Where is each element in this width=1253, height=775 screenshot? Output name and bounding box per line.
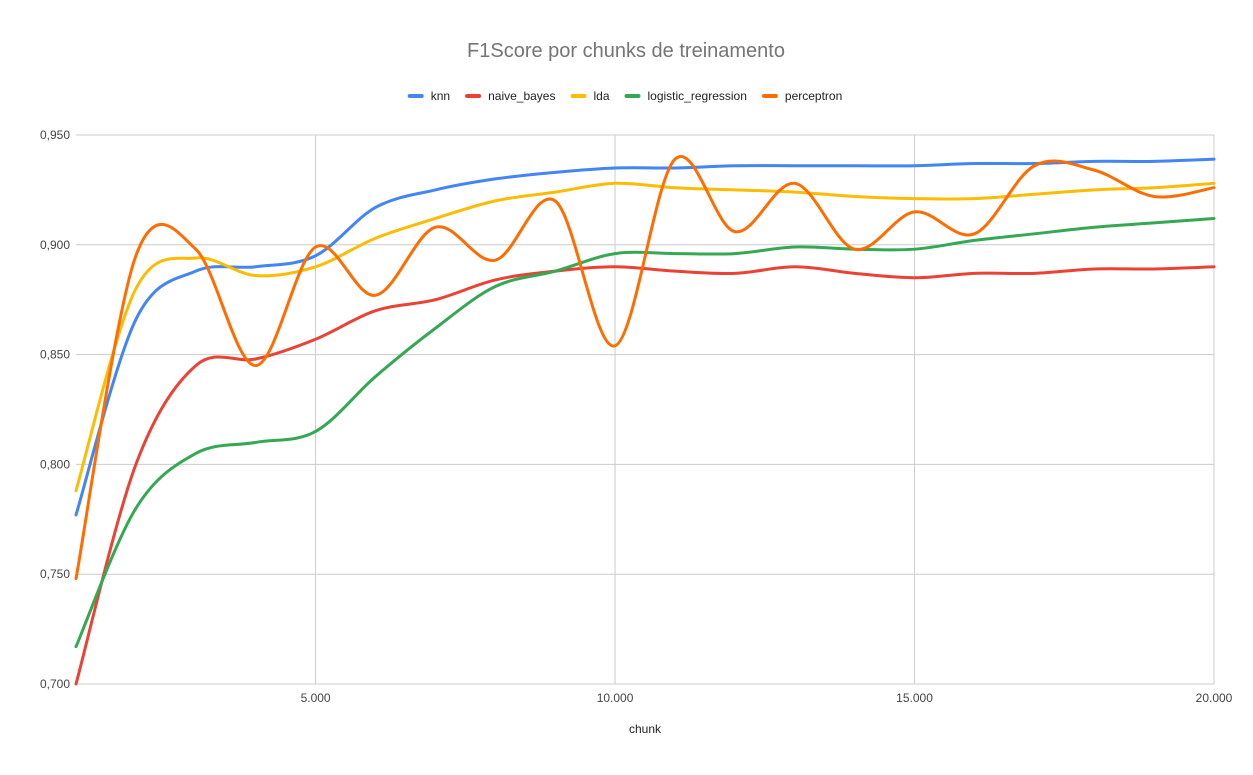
y-tick-label: 0,750 xyxy=(40,567,70,581)
legend-label: knn xyxy=(431,89,450,103)
y-tick-label: 0,900 xyxy=(40,238,70,252)
legend-label: perceptron xyxy=(785,89,842,103)
x-axis-ticks: 5.000 10.000 15.000 20.000 xyxy=(301,691,1233,705)
x-tick-label: 15.000 xyxy=(896,691,933,705)
y-tick-label: 0,700 xyxy=(40,677,70,691)
legend: knn naive_bayes lda logistic_regression perc… xyxy=(407,89,842,103)
y-tick-label: 0,950 xyxy=(40,128,70,142)
legend-item-naive-bayes: naive_bayes xyxy=(465,89,555,103)
series-line-naive-bayes xyxy=(74,265,1216,686)
legend-item-logistic-regression: logistic_regression xyxy=(624,89,747,103)
y-tick-label: 0,850 xyxy=(40,348,70,362)
x-gridlines xyxy=(315,135,1215,684)
series-line-lda xyxy=(74,181,1216,493)
x-tick-label: 5.000 xyxy=(301,691,331,705)
chart-title: F1Score por chunks de treinamento xyxy=(467,40,785,62)
series-line-knn xyxy=(74,157,1216,517)
series-line-perceptron xyxy=(74,155,1216,581)
legend-label: lda xyxy=(593,89,609,103)
legend-item-perceptron: perceptron xyxy=(761,89,842,103)
y-gridlines xyxy=(76,134,1214,685)
y-axis-ticks: 0,700 0,750 0,800 0,850 0,900 0,950 xyxy=(40,128,70,691)
x-tick-label: 20.000 xyxy=(1196,691,1233,705)
legend-item-lda: lda xyxy=(570,89,610,103)
x-tick-label: 10.000 xyxy=(597,691,634,705)
legend-label: logistic_regression xyxy=(648,89,747,103)
series-lines xyxy=(74,155,1216,686)
x-axis-title: chunk xyxy=(629,722,662,736)
legend-label: naive_bayes xyxy=(488,89,555,103)
legend-item-knn: knn xyxy=(407,89,450,103)
series-line-logistic-regression xyxy=(74,216,1216,649)
y-tick-label: 0,800 xyxy=(40,457,70,471)
